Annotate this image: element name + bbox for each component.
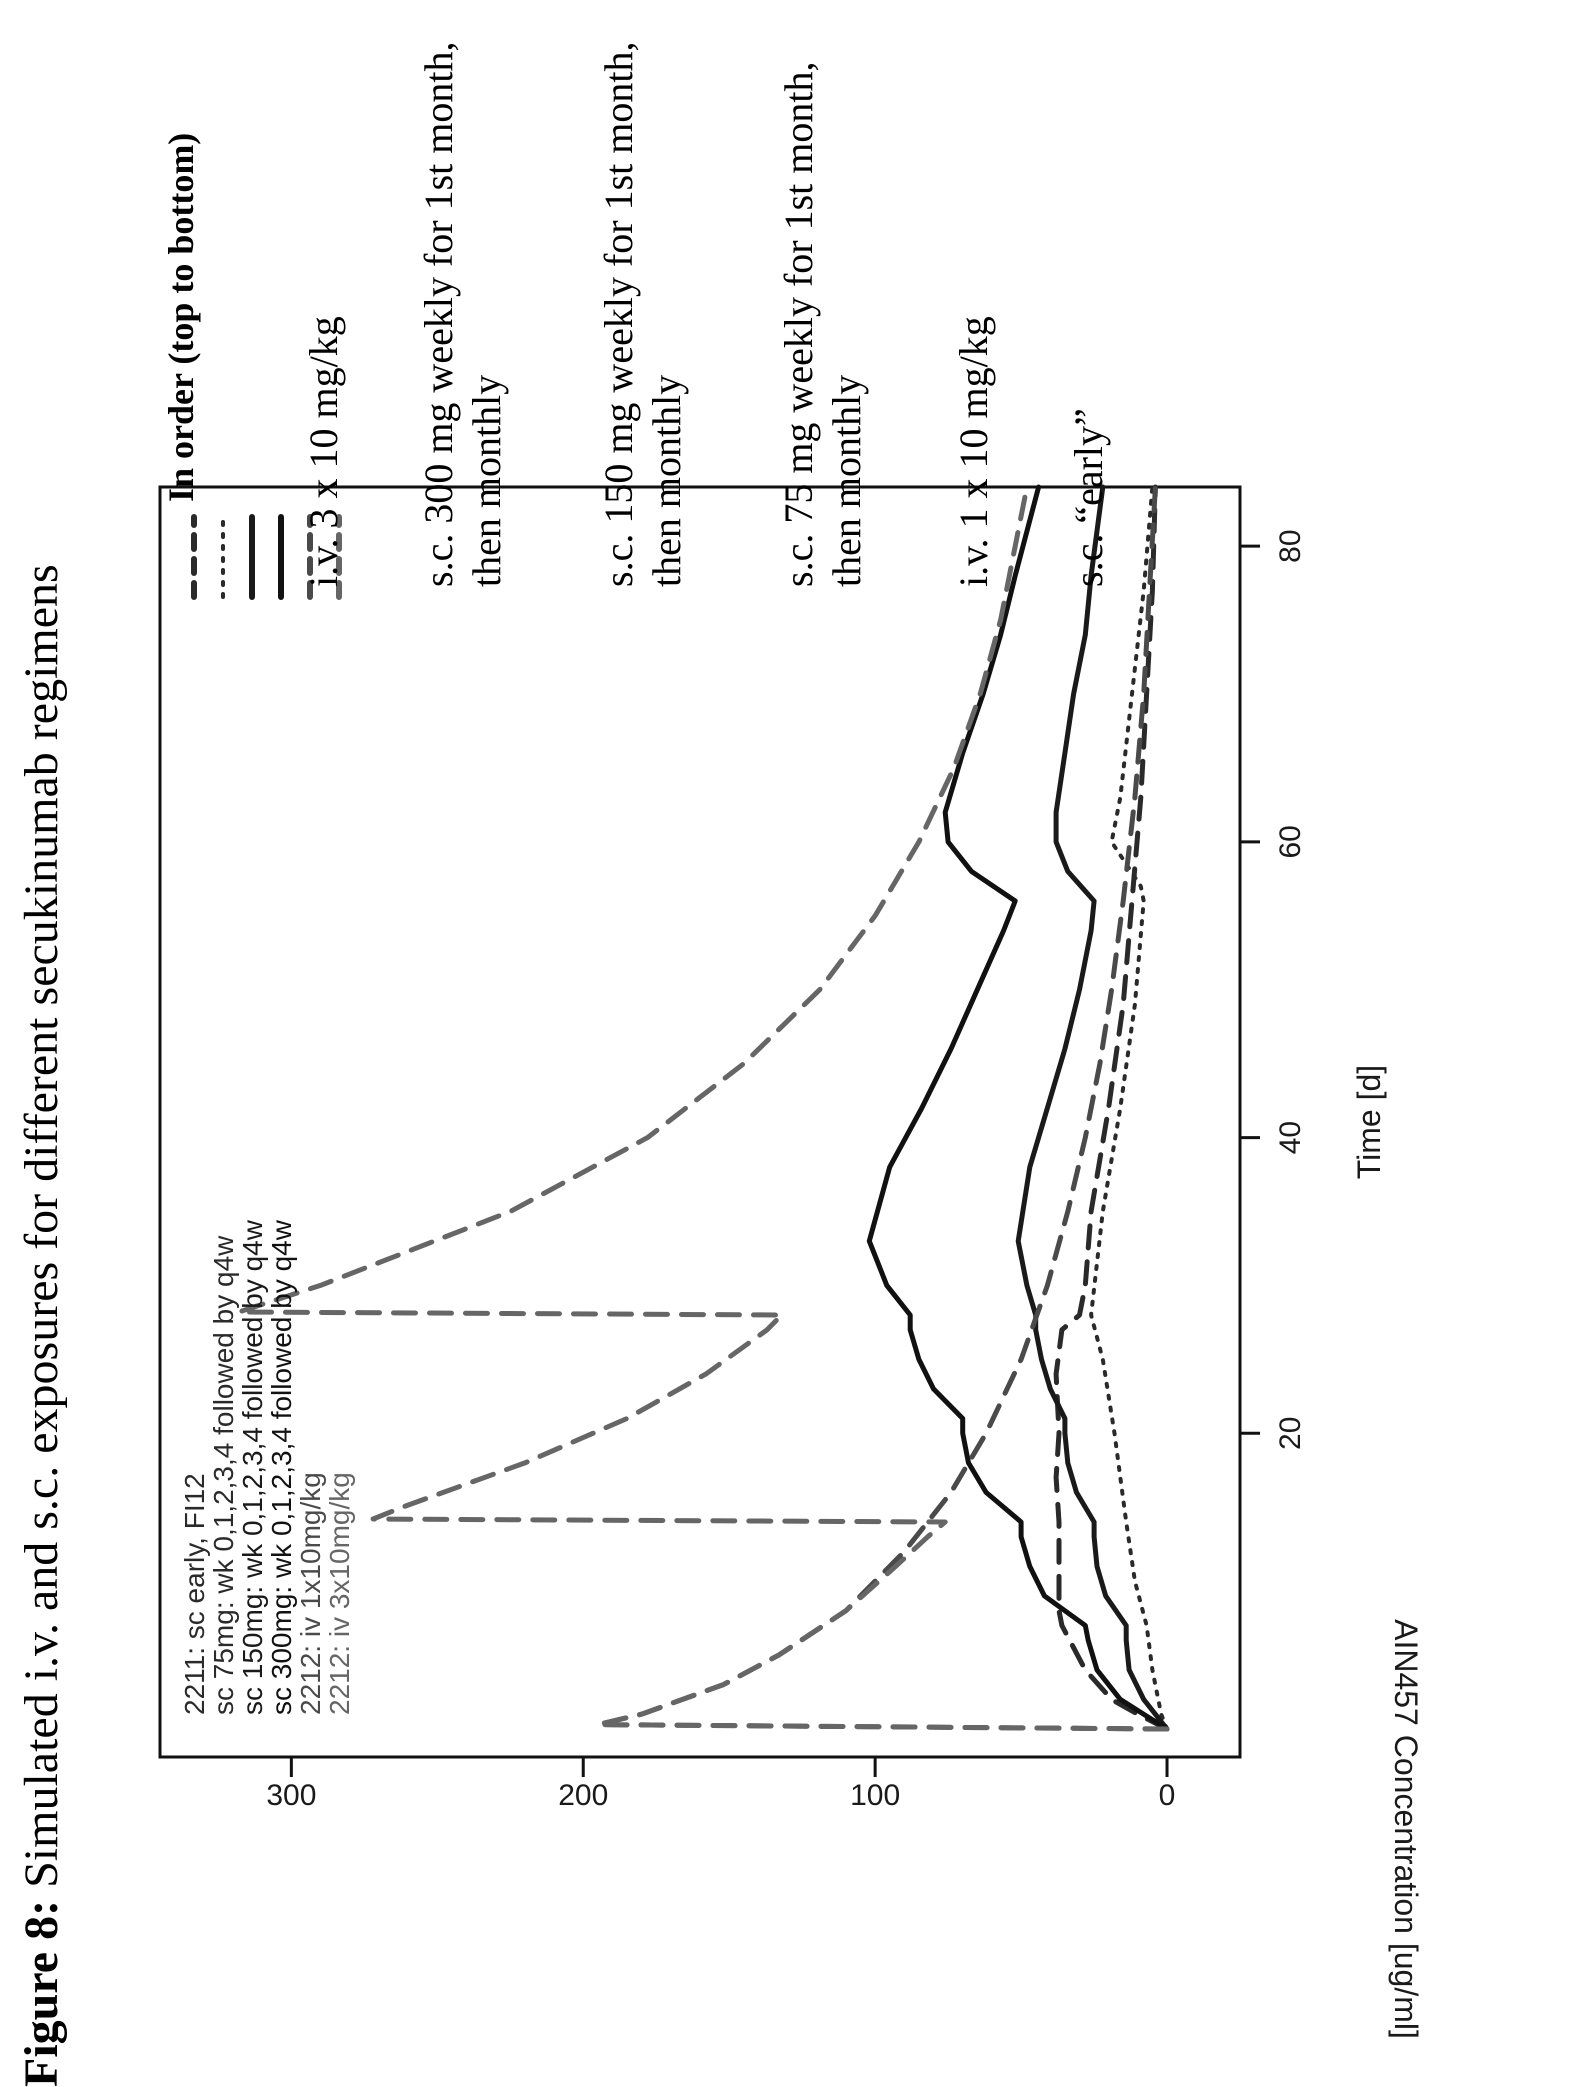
order-heading: In order (top to bottom) [161,132,201,502]
legend-entry-1: 2211: sc early, FI12 [179,1473,210,1715]
order-item-1: i.v. 3 x 10 mg/kg [301,316,346,587]
x-tick-label-3: 60 [1274,825,1307,858]
x-tick-label-2: 40 [1274,1121,1307,1154]
y-axis-label: AIN457 Concentration [ug/ml] [1388,1619,1424,2039]
series-line-2 [1089,485,1169,1731]
y-tick-label-3: 200 [558,1779,608,1812]
order-item-3: s.c. 150 mg weekly for 1st month, then m… [596,41,689,588]
series-layer [236,484,1170,1732]
legend-entry-4: sc 300mg: wk 0,1,2,3,4 followed by q4w [266,1219,297,1715]
x-axis-label: Time [d] [1351,1065,1387,1179]
order-item-2: s.c. 300 mg weekly for 1st month, then m… [416,41,509,588]
y-axis: 0 100 200 300 [266,1757,1175,1812]
order-item-6: s.c. “early” [1066,408,1111,587]
x-axis: 20 40 60 80 [1240,529,1307,1450]
series-line-1 [1053,484,1170,1732]
x-tick-label-4: 80 [1274,529,1307,562]
y-tick-label-1: 0 [1159,1779,1176,1812]
legend-entry-3: sc 150mg: wk 0,1,2,3,4 followed by q4w [237,1219,268,1715]
series-line-5 [595,484,1170,1732]
legend-entry-2: sc 75mg: wk 0,1,2,3,4 followed by q4w [208,1235,239,1715]
y-tick-label-2: 100 [850,1779,900,1812]
x-tick-label-1: 20 [1274,1417,1307,1450]
plot-frame [158,485,1242,1759]
series-line-4 [866,484,1170,1732]
legend-entry-6: 2212: iv 3x10mg/kg [324,1472,355,1715]
y-tick-label-4: 300 [266,1779,316,1812]
plot-area: 20 40 60 80 0 100 200 300 Time [d] AIN457 Conc… [158,484,1424,2039]
series-line-6 [236,484,1170,1732]
order-item-4: s.c. 75 mg weekly for 1st month, then mo… [776,61,869,588]
order-item-5: i.v. 1 x 10 mg/kg [951,316,996,587]
legend-entry-5: 2212: iv 1x10mg/kg [295,1472,326,1715]
